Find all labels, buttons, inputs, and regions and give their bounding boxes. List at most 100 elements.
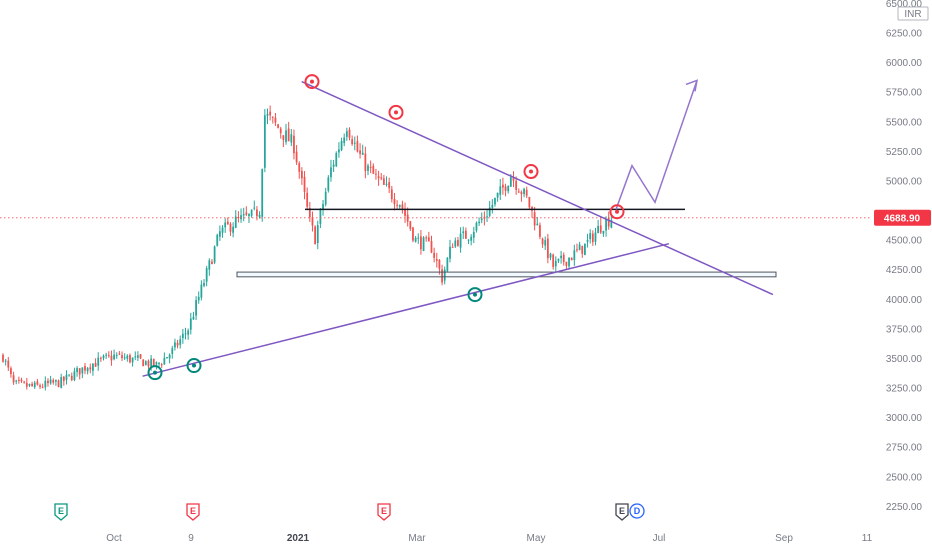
candle-body bbox=[517, 191, 520, 193]
candle-body bbox=[449, 246, 451, 259]
candle bbox=[568, 256, 570, 270]
candle bbox=[536, 216, 539, 226]
candle bbox=[311, 211, 314, 232]
candle-body bbox=[319, 209, 322, 224]
candle-body bbox=[81, 367, 84, 374]
candle bbox=[348, 127, 351, 141]
candle bbox=[166, 357, 168, 359]
candle-body bbox=[467, 239, 470, 241]
projection-path[interactable] bbox=[615, 80, 698, 210]
last-price-tag[interactable]: 4688.90 bbox=[874, 209, 931, 226]
earnings-3[interactable]: E bbox=[377, 503, 391, 521]
candle-body bbox=[557, 258, 560, 261]
ascending-trendline[interactable] bbox=[142, 242, 670, 377]
candle bbox=[546, 233, 549, 264]
candle bbox=[486, 209, 488, 222]
candle-body bbox=[150, 358, 153, 367]
candle bbox=[15, 379, 18, 385]
candle bbox=[110, 350, 113, 366]
candle bbox=[290, 128, 293, 147]
candle-body bbox=[12, 375, 15, 383]
dividend-1[interactable]: D bbox=[629, 503, 645, 519]
date-tick-label: 11 bbox=[862, 533, 873, 544]
candle-body bbox=[435, 259, 438, 261]
support-zone[interactable] bbox=[236, 271, 777, 278]
candle bbox=[263, 108, 266, 173]
candle bbox=[412, 226, 414, 243]
candle-body bbox=[353, 142, 356, 144]
candle bbox=[39, 383, 41, 390]
candle bbox=[375, 168, 377, 180]
candle-body bbox=[533, 212, 536, 226]
candle bbox=[520, 190, 523, 202]
candle-body bbox=[502, 184, 504, 188]
candle bbox=[390, 185, 393, 203]
swing-low-marker bbox=[147, 365, 163, 381]
candle bbox=[184, 327, 187, 340]
candle-body bbox=[248, 214, 250, 217]
candle bbox=[454, 237, 457, 248]
candle-body bbox=[216, 234, 219, 246]
candles-layer bbox=[2, 105, 613, 391]
candle bbox=[221, 225, 224, 238]
candle-body bbox=[586, 240, 589, 242]
earnings-2[interactable]: E bbox=[186, 503, 200, 521]
candle bbox=[250, 209, 253, 218]
candle-body bbox=[213, 246, 216, 263]
candle-body bbox=[94, 363, 97, 367]
candle bbox=[324, 187, 327, 207]
swing-high-marker bbox=[523, 164, 539, 180]
event-label: D bbox=[634, 506, 641, 516]
candle-body bbox=[335, 153, 338, 167]
candle-body bbox=[33, 382, 36, 388]
candle-body bbox=[144, 361, 147, 365]
candle-body bbox=[306, 192, 309, 207]
earnings-4[interactable]: E bbox=[615, 503, 629, 521]
candle-body bbox=[364, 153, 367, 172]
candle-body bbox=[218, 231, 221, 237]
swing-low-marker bbox=[186, 358, 202, 374]
candle bbox=[480, 212, 483, 224]
candle bbox=[136, 351, 139, 362]
price-tick-label: 4250.00 bbox=[886, 265, 923, 276]
candle bbox=[584, 243, 586, 256]
candle bbox=[84, 363, 86, 375]
date-tick-label: Jul bbox=[653, 533, 666, 544]
candle bbox=[409, 220, 412, 231]
candle-body bbox=[393, 198, 396, 205]
candle bbox=[502, 177, 504, 195]
candle bbox=[229, 222, 232, 236]
candle-body bbox=[602, 230, 605, 234]
candle bbox=[274, 112, 277, 126]
currency-box bbox=[897, 6, 929, 21]
candle-body bbox=[438, 260, 441, 269]
candle-body bbox=[269, 111, 272, 116]
candle bbox=[533, 206, 536, 231]
candle bbox=[253, 200, 256, 211]
candle-body bbox=[10, 368, 12, 375]
candle bbox=[121, 351, 123, 361]
candle bbox=[200, 280, 203, 301]
candle-body bbox=[31, 383, 33, 386]
candle-body bbox=[208, 260, 211, 270]
candle bbox=[449, 239, 451, 263]
candle-body bbox=[578, 244, 581, 251]
candle-body bbox=[369, 166, 372, 168]
earnings-1[interactable]: E bbox=[54, 503, 68, 521]
candle bbox=[343, 133, 346, 147]
candle bbox=[425, 235, 428, 242]
candle-body bbox=[129, 355, 131, 363]
candle bbox=[285, 123, 287, 145]
candle-body bbox=[76, 368, 78, 373]
descending-trendline[interactable] bbox=[301, 80, 774, 296]
candle-body bbox=[152, 358, 155, 366]
candle-body bbox=[20, 379, 23, 382]
candle-body bbox=[356, 141, 359, 152]
candle-body bbox=[7, 360, 10, 368]
candle-body bbox=[245, 212, 248, 215]
date-tick-label: 9 bbox=[188, 533, 194, 544]
candle-body bbox=[166, 357, 168, 359]
currency-label: INR bbox=[904, 9, 921, 20]
candle-body bbox=[509, 177, 512, 187]
